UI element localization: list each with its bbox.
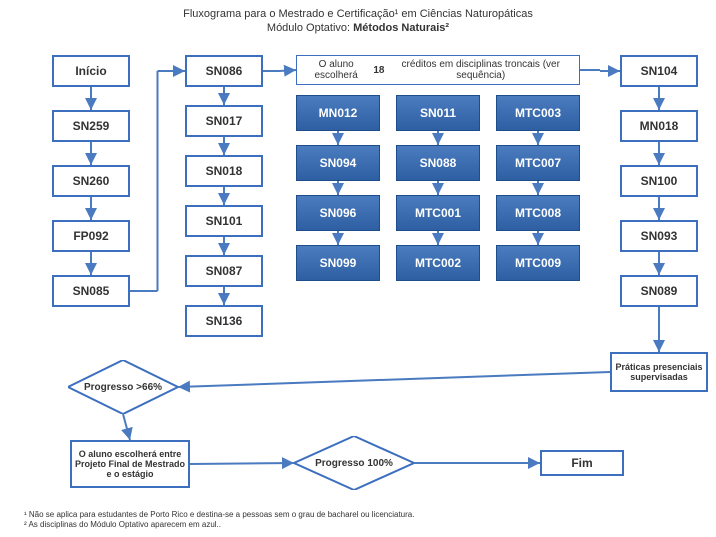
footnote-2: ² As disciplinas do Módulo Optativo apar… (24, 520, 221, 529)
col1-sn260: SN260 (52, 165, 130, 197)
choice-box: O aluno escolherá entre Projeto Final de… (70, 440, 190, 488)
col4-sn089: SN089 (620, 275, 698, 307)
elective-sn011: SN011 (396, 95, 480, 131)
praticas-box: Práticas presenciais supervisadas (610, 352, 708, 392)
elective-header: O aluno escolherá 18 créditos em discipl… (296, 55, 580, 85)
col2-sn087: SN087 (185, 255, 263, 287)
elective-mtc009: MTC009 (496, 245, 580, 281)
footnote-1: ¹ Não se aplica para estudantes de Porto… (24, 510, 414, 519)
diamond-progresso-66: Progresso >66% (68, 360, 178, 414)
col1-início: Início (52, 55, 130, 87)
col4-sn093: SN093 (620, 220, 698, 252)
elective-sn096: SN096 (296, 195, 380, 231)
col1-sn085: SN085 (52, 275, 130, 307)
fim-box: Fim (540, 450, 624, 476)
col1-sn259: SN259 (52, 110, 130, 142)
col2-sn017: SN017 (185, 105, 263, 137)
col1-fp092: FP092 (52, 220, 130, 252)
title-line-2b: Métodos Naturais² (353, 22, 449, 34)
elective-sn094: SN094 (296, 145, 380, 181)
col4-sn104: SN104 (620, 55, 698, 87)
elective-sn099: SN099 (296, 245, 380, 281)
elective-mn012: MN012 (296, 95, 380, 131)
elective-mtc007: MTC007 (496, 145, 580, 181)
title-line-2a: Módulo Optativo: (267, 22, 350, 34)
elective-sn088: SN088 (396, 145, 480, 181)
col4-sn100: SN100 (620, 165, 698, 197)
elective-mtc001: MTC001 (396, 195, 480, 231)
col2-sn101: SN101 (185, 205, 263, 237)
col2-sn136: SN136 (185, 305, 263, 337)
title-line-1: Fluxograma para o Mestrado e Certificaçã… (0, 8, 716, 20)
elective-mtc002: MTC002 (396, 245, 480, 281)
col2-sn086: SN086 (185, 55, 263, 87)
elective-mtc008: MTC008 (496, 195, 580, 231)
elective-mtc003: MTC003 (496, 95, 580, 131)
diamond-progresso-100: Progresso 100% (294, 436, 414, 490)
col2-sn018: SN018 (185, 155, 263, 187)
title-line-2: Módulo Optativo: Métodos Naturais² (0, 22, 716, 34)
col4-mn018: MN018 (620, 110, 698, 142)
